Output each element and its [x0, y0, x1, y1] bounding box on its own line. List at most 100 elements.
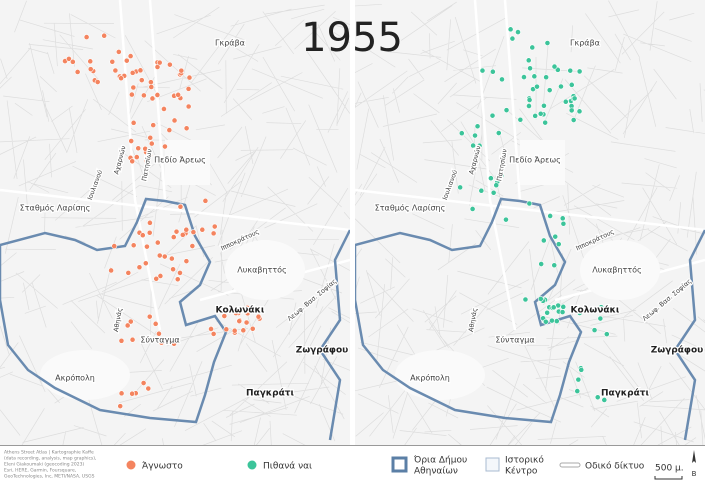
legend-dot: [125, 459, 137, 471]
point: [118, 390, 125, 397]
point: [157, 273, 164, 279]
point: [479, 67, 486, 74]
point: [509, 35, 516, 42]
place-label: Πεδίο Άρεως: [509, 156, 561, 165]
point: [232, 310, 239, 317]
point: [168, 255, 175, 262]
point: [158, 339, 165, 346]
place-label: Ακρόπολη: [410, 373, 450, 383]
legend-label: Άγνωστο: [142, 462, 183, 472]
streets: [0, 0, 350, 445]
point: [128, 91, 135, 98]
point: [156, 252, 163, 259]
place-label: Ακρόπολη: [55, 373, 95, 383]
point: [185, 103, 192, 110]
point: [568, 81, 575, 88]
point: [66, 55, 72, 62]
point: [540, 237, 547, 244]
point: [493, 182, 500, 189]
point: [578, 366, 585, 373]
legend-label: Κέντρο: [505, 466, 538, 477]
point: [549, 317, 555, 324]
point: [594, 394, 601, 401]
municipal-boundary: [318, 229, 350, 441]
point: [240, 327, 247, 334]
point: [130, 119, 137, 126]
point: [522, 296, 529, 303]
point: [544, 40, 551, 46]
point: [147, 152, 153, 159]
point: [550, 304, 557, 311]
point: [526, 200, 533, 207]
place-label: Γκράβα: [215, 39, 245, 48]
legend-label: Αθηναίων: [414, 467, 458, 477]
point: [186, 74, 193, 81]
point: [87, 66, 94, 73]
point: [138, 77, 145, 84]
point: [183, 258, 190, 265]
point: [178, 67, 185, 74]
point: [170, 234, 177, 240]
point: [570, 117, 577, 123]
point: [145, 385, 152, 392]
park: [520, 140, 565, 185]
scale-label: 500 μ.: [655, 464, 684, 474]
place-label: Λυκαβηττός: [237, 265, 287, 275]
point: [525, 57, 532, 64]
point: [133, 154, 140, 160]
point: [156, 330, 162, 337]
point: [472, 132, 478, 139]
point: [553, 318, 560, 325]
point: [591, 327, 598, 334]
point: [129, 336, 136, 343]
point: [146, 229, 153, 236]
point: [135, 145, 142, 152]
legend-center: [485, 457, 500, 472]
point: [87, 58, 94, 65]
point: [161, 106, 167, 112]
point: [108, 267, 115, 274]
point: [142, 260, 149, 267]
place-label: Ζωγράφου: [296, 346, 348, 356]
map-left: Γκράβα Πεδίο Άρεως Σταθμός Λαρίσης Λυκαβηττ…: [0, 0, 350, 445]
point: [551, 63, 558, 70]
point: [526, 97, 533, 103]
point: [231, 327, 238, 334]
point: [531, 73, 538, 80]
point: [174, 338, 181, 344]
credit-line: GeoTechnologies, Inc, METI/NASA, USGS: [4, 474, 95, 480]
point: [149, 95, 156, 102]
point: [189, 243, 196, 249]
point: [600, 307, 607, 314]
point: [123, 57, 130, 64]
point: [148, 140, 155, 147]
point: [515, 29, 521, 35]
point: [83, 34, 90, 40]
point: [173, 228, 180, 235]
point: [223, 326, 230, 333]
point: [574, 388, 581, 395]
point: [576, 68, 583, 75]
point: [474, 123, 481, 130]
point: [101, 32, 108, 39]
point: [124, 322, 131, 329]
legend-label: Όρια Δήμου: [413, 455, 467, 466]
point: [560, 303, 567, 310]
point: [225, 308, 232, 315]
place-label: Κολωνάκι: [571, 306, 620, 316]
point: [177, 203, 184, 210]
acropolis: [395, 350, 485, 400]
point: [179, 231, 186, 238]
point: [527, 65, 533, 72]
point: [125, 269, 132, 276]
point: [109, 58, 116, 65]
place-label: Σύνταγμα: [140, 335, 179, 345]
point: [140, 92, 147, 99]
point: [185, 85, 192, 92]
point: [190, 229, 197, 236]
point: [489, 112, 496, 119]
point: [521, 74, 527, 80]
acropolis: [40, 350, 130, 400]
legend-label: Πιθανά ναι: [263, 462, 312, 472]
point: [498, 172, 505, 179]
